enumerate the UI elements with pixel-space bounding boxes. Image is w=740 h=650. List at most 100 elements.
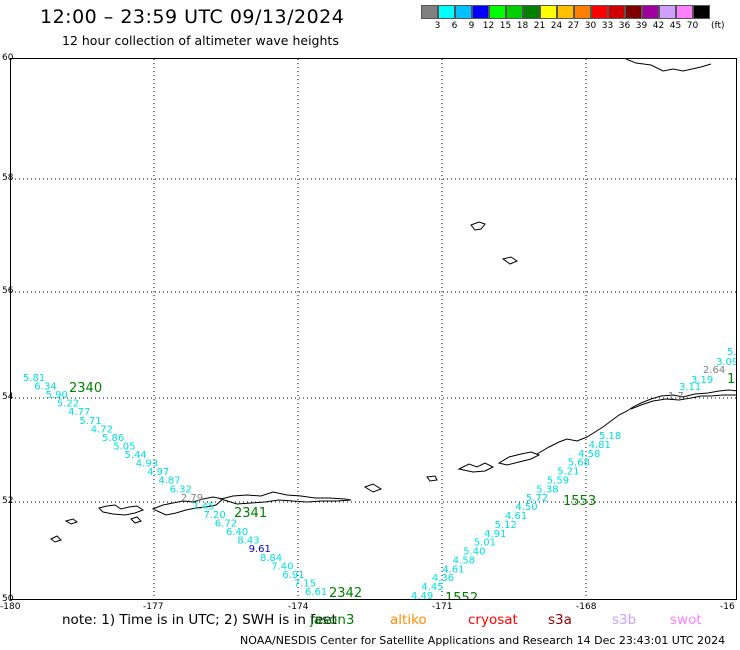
legend-swatch (540, 5, 557, 19)
lat-label-56: 56 (2, 286, 14, 296)
upper-value-0: 5.0 (727, 347, 737, 358)
track-point-label: 4.87 (158, 476, 180, 487)
track-point-label: 4.91 (484, 529, 506, 540)
track-point-label: 6.34 (34, 382, 56, 393)
legend-label: 9 (468, 21, 475, 31)
mission-cryosat: cryosat (468, 612, 518, 628)
lon-label-171: -171 (432, 602, 453, 612)
island-pribilof-1 (470, 221, 486, 231)
track-point-label: 5.72 (526, 493, 548, 504)
track-point-label: 9.61 (249, 544, 271, 555)
mission-swot: swot (670, 612, 702, 628)
track-point-label: 7.45 (192, 501, 214, 512)
island-near-2 (130, 516, 142, 524)
track-point-label: 4.61 (505, 511, 527, 522)
coast-mainland-north (625, 59, 712, 72)
track-point-label: 4.58 (453, 555, 475, 566)
track-id-1552: 1552 (445, 591, 478, 600)
track-point-label: 4.81 (589, 440, 611, 451)
legend-label: 30 (584, 21, 597, 31)
legend-label: 39 (635, 21, 648, 31)
track-point-label: 5.18 (599, 431, 621, 442)
track-point-label: 7.15 (294, 578, 316, 589)
track-id-15: 15 (727, 372, 737, 387)
coast-peninsula-south (630, 394, 736, 410)
legend-label: 70 (686, 21, 699, 31)
lat-label-60: 60 (2, 53, 14, 63)
legend-swatch (523, 5, 540, 19)
island-attu-2 (50, 535, 62, 543)
track-point-label: 4.97 (147, 467, 169, 478)
legend-label: 33 (601, 21, 614, 31)
legend-label: 18 (516, 21, 529, 31)
lon-label-174: -174 (288, 602, 309, 612)
mission-jason3: jason3 (310, 612, 355, 628)
track-1553-points: 4.494.454.364.614.585.405.014.915.124.61… (411, 431, 621, 600)
track-point-label: 5.01 (474, 538, 496, 549)
track-point-label: 4.50 (515, 502, 537, 513)
lat-label-52: 52 (2, 496, 14, 506)
island-small-1 (363, 483, 383, 493)
track-point-label: 4.49 (411, 591, 433, 600)
track-point-label: 5.90 (46, 390, 68, 401)
track-point-label: 8.84 (260, 553, 282, 564)
footnote: note: 1) Time is in UTC; 2) SWH is in fe… (62, 612, 337, 628)
track-id-2340: 2340 (69, 381, 102, 396)
legend-label: 6 (451, 21, 458, 31)
track-point-label: 4.58 (578, 449, 600, 460)
island-andreanof (219, 491, 352, 505)
mission-altiko: altiko (390, 612, 427, 628)
track-point-label: 5.05 (113, 442, 135, 453)
track-point-label: 5.86 (102, 433, 124, 444)
map-svg: 5.816.345.905.224.775.714.725.865.055.44… (11, 59, 737, 600)
lat-label-50: 50 (2, 594, 14, 604)
track-ids: 2340 2341 2342 1553 1552 15 (69, 372, 737, 600)
track-point-label: 5.38 (536, 484, 558, 495)
upper-value-5: 1.7 (668, 391, 684, 402)
island-fox-1 (457, 462, 495, 473)
lat-label-58: 58 (2, 173, 14, 183)
upper-value-1: 3.09 (716, 357, 737, 368)
legend-swatch (506, 5, 523, 19)
track-point-label: 5.21 (557, 467, 579, 478)
lon-label-168: -168 (576, 602, 597, 612)
legend-swatch (455, 5, 472, 19)
track-point-label: 4.36 (432, 573, 454, 584)
legend-swatch (438, 5, 455, 19)
island-attu-1 (64, 518, 79, 525)
legend-swatch (642, 5, 659, 19)
track-point-label: 6.91 (282, 570, 304, 581)
lon-label-177: -177 (143, 602, 164, 612)
lon-label-16: -16 (720, 602, 735, 612)
legend-label: 12 (482, 21, 495, 31)
track-2340-points: 5.816.345.905.224.775.714.725.865.055.44… (23, 373, 327, 598)
lon-label-180: -180 (0, 602, 21, 612)
legend-label: 24 (550, 21, 563, 31)
track-point-label: 8.43 (237, 536, 259, 547)
track-point-label: 5.12 (495, 520, 517, 531)
track-point-label: 5.40 (463, 547, 485, 558)
track-point-label: 4.61 (442, 564, 464, 575)
track-point-label: 6.72 (215, 519, 237, 530)
track-point-label: 5.71 (79, 416, 101, 427)
island-near-1 (98, 504, 145, 516)
legend-unit: (ft) (711, 21, 725, 31)
page-subtitle: 12 hour collection of altimeter wave hei… (62, 33, 339, 48)
legend-swatch (659, 5, 676, 19)
graticule (11, 59, 736, 599)
track-point-label: 4.45 (421, 582, 443, 593)
mission-s3a: s3a (548, 612, 572, 628)
legend-swatch (489, 5, 506, 19)
track-point-label: 4.72 (91, 424, 113, 435)
track-id-1553: 1553 (563, 494, 596, 509)
track-point-label: 6.61 (305, 587, 327, 598)
upper-value-2: 2.64 (703, 365, 725, 376)
track-point-label: 5.22 (57, 399, 79, 410)
track-point-label: 4.77 (68, 407, 90, 418)
island-small-2 (426, 475, 438, 482)
track-point-label: 4.93 (136, 459, 158, 470)
track-point-label: 6.32 (170, 484, 192, 495)
legend-swatch (676, 5, 693, 19)
track-point-label: 7.40 (271, 561, 293, 572)
coastline (50, 59, 736, 543)
